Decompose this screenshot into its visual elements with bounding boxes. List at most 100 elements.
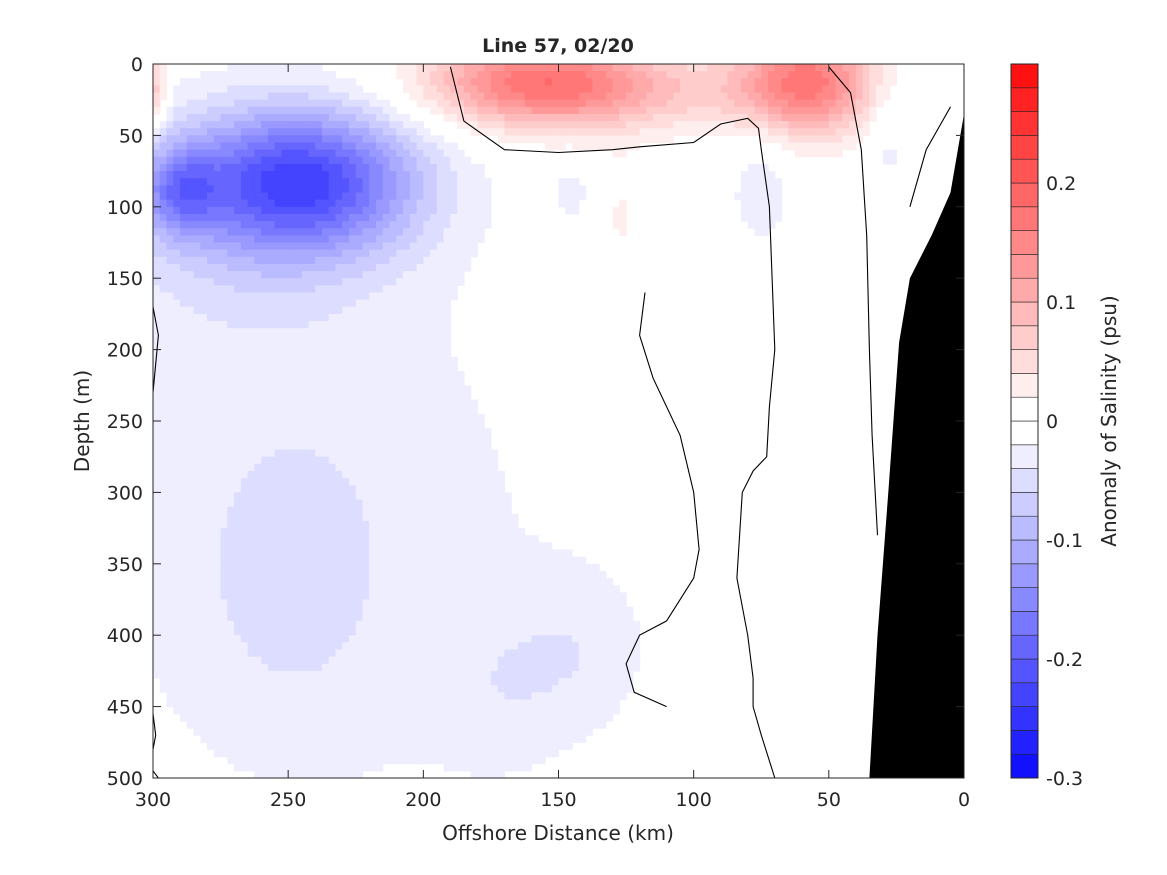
field-cell [200,620,208,629]
field-cell [450,85,458,94]
field-cell [220,706,228,715]
field-cell [207,535,215,543]
field-cell [281,706,289,715]
field-cell [321,706,330,715]
field-cell [457,456,465,465]
field-cell [240,378,249,386]
field-cell [186,349,195,358]
field-cell [240,321,249,329]
field-cell [450,549,458,558]
field-cell [531,128,539,136]
field-cell [193,206,201,215]
field-cell [389,663,397,672]
field-cell [213,742,222,751]
field-cell [524,642,533,651]
field-cell [220,656,228,665]
field-cell [301,435,310,444]
field-cell [369,578,377,586]
field-cell [274,371,283,379]
field-cell [389,470,397,479]
field-cell [396,263,404,272]
field-cell [186,713,195,722]
field-cell [389,249,397,258]
field-cell [484,499,492,508]
field-cell [531,570,539,579]
field-cell [301,156,310,165]
field-cell [159,585,168,593]
field-cell [376,713,384,722]
field-cell [443,321,451,329]
field-cell [409,642,418,651]
field-cell [247,535,255,543]
field-cell [335,656,343,665]
field-cell [247,478,255,486]
field-cell [423,613,431,622]
field-cell [261,342,269,351]
field-cell [470,756,478,765]
field-cell [227,513,235,522]
field-cell [308,570,316,579]
field-cell [234,678,242,686]
field-cell [511,613,519,622]
field-cell [281,635,289,643]
field-cell [484,478,492,486]
field-cell [227,463,235,472]
field-cell [301,449,310,458]
field-cell [362,499,370,508]
field-cell [463,763,472,772]
field-cell [240,235,249,244]
field-cell [240,656,249,665]
field-cell [497,520,506,529]
field-cell [315,428,323,436]
field-cell [457,99,465,108]
field-cell [457,599,465,608]
field-cell [497,578,506,586]
field-cell [450,749,458,758]
field-cell [396,613,404,622]
field-cell [497,670,506,679]
field-cell [180,585,188,593]
field-cell [159,363,168,372]
field-cell [524,563,533,572]
field-cell [315,249,323,258]
field-cell [403,142,411,151]
field-cell [355,121,364,129]
field-cell [403,563,411,572]
field-cell [240,178,249,186]
field-cell [261,706,269,715]
field-cell [234,313,242,322]
field-cell [308,342,316,351]
field-cell [193,485,201,493]
field-cell [396,306,404,315]
field-cell [355,392,364,401]
field-cell [335,499,343,508]
field-cell [335,306,343,315]
field-cell [234,692,242,701]
field-cell [362,271,370,279]
field-cell [247,349,255,358]
field-cell [362,378,370,386]
field-cell [274,413,283,422]
field-cell [443,470,451,479]
field-cell [288,535,296,543]
field-cell [308,728,316,736]
field-cell [288,735,296,743]
field-cell [430,556,438,565]
field-cell [267,171,276,179]
field-cell [288,192,296,201]
field-cell [517,613,526,622]
field-cell [294,228,303,236]
field-cell [281,128,289,136]
field-cell [484,528,492,536]
field-cell [511,670,519,679]
field-cell [369,206,377,215]
field-cell [166,342,174,351]
field-cell [355,242,364,251]
field-cell [159,570,168,579]
field-cell [362,335,370,344]
field-cell [504,699,512,708]
field-cell [240,670,249,679]
field-cell [403,663,411,672]
field-cell [382,628,391,636]
field-cell [362,563,370,572]
